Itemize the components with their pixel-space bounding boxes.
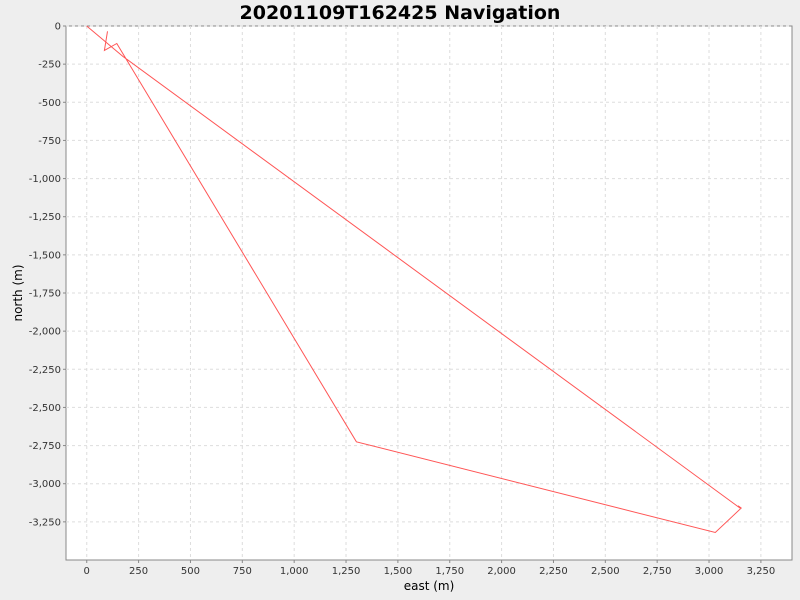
x-tick-label: 2,000 (487, 566, 516, 577)
y-tick-label: -250 (38, 60, 61, 71)
x-axis-label: east (m) (404, 579, 455, 593)
y-tick-label: -2,000 (29, 327, 61, 338)
y-tick-label: -1,500 (29, 250, 61, 261)
chart-title: 20201109T162425 Navigation (239, 2, 561, 24)
y-tick-label: -1,750 (29, 289, 61, 300)
x-tick-label: 2,250 (539, 566, 568, 577)
y-tick-label: -2,750 (29, 441, 61, 452)
grid-lines (66, 25, 792, 560)
x-tick-label: 3,000 (695, 566, 724, 577)
x-tick-label: 2,750 (643, 566, 672, 577)
y-axis-label: north (m) (11, 264, 25, 321)
y-tick-label: -1,250 (29, 212, 61, 223)
y-tick-label: -2,500 (29, 403, 61, 414)
x-tick-label: 2,500 (591, 566, 620, 577)
y-tick-label: 0 (55, 22, 61, 33)
x-tick-label: 3,250 (747, 566, 776, 577)
y-tick-label: -3,250 (29, 517, 61, 528)
y-tick-label: -1,000 (29, 174, 61, 185)
x-tick-label: 500 (181, 566, 200, 577)
x-tick-label: 1,250 (332, 566, 361, 577)
x-tick-label: 0 (84, 566, 90, 577)
axis-ticks: 0 250 500 750 1,000 1,250 1,500 1,750 2,000 2,250… (29, 22, 775, 578)
x-tick-label: 1,500 (384, 566, 413, 577)
y-tick-label: -750 (38, 136, 61, 147)
x-tick-label: 1,000 (280, 566, 309, 577)
series-group (86, 25, 742, 534)
y-tick-label: -3,000 (29, 479, 61, 490)
x-tick-label: 250 (129, 566, 148, 577)
x-tick-label: 750 (233, 566, 252, 577)
y-tick-label: -2,250 (29, 365, 61, 376)
x-tick-label: 1,750 (435, 566, 464, 577)
series-line (86, 25, 742, 534)
y-tick-label: -500 (38, 98, 61, 109)
